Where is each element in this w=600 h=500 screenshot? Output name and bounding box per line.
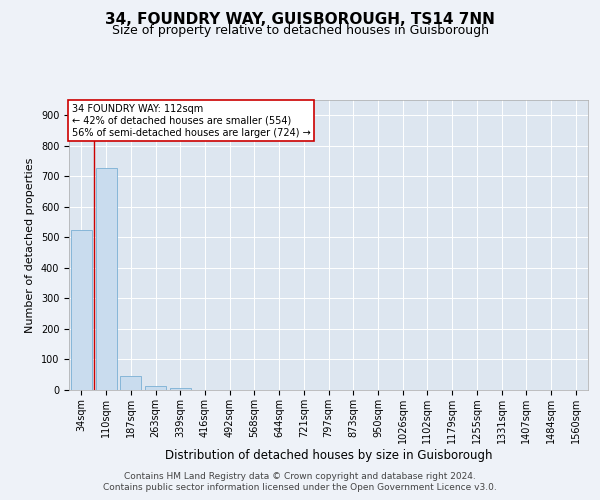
Text: Contains HM Land Registry data © Crown copyright and database right 2024.: Contains HM Land Registry data © Crown c… (124, 472, 476, 481)
Bar (120, 376, 141, 390)
Bar (170, 388, 191, 390)
Text: Size of property relative to detached houses in Guisborough: Size of property relative to detached ho… (112, 24, 488, 37)
Text: 34 FOUNDRY WAY: 112sqm
← 42% of detached houses are smaller (554)
56% of semi-de: 34 FOUNDRY WAY: 112sqm ← 42% of detached… (71, 104, 310, 138)
Text: 34, FOUNDRY WAY, GUISBOROUGH, TS14 7NN: 34, FOUNDRY WAY, GUISBOROUGH, TS14 7NN (105, 12, 495, 28)
Bar (145, 386, 166, 390)
X-axis label: Distribution of detached houses by size in Guisborough: Distribution of detached houses by size … (165, 449, 492, 462)
Text: Contains public sector information licensed under the Open Government Licence v3: Contains public sector information licen… (103, 483, 497, 492)
Bar (71, 230, 92, 390)
Bar (95, 168, 116, 390)
Y-axis label: Number of detached properties: Number of detached properties (25, 158, 35, 332)
